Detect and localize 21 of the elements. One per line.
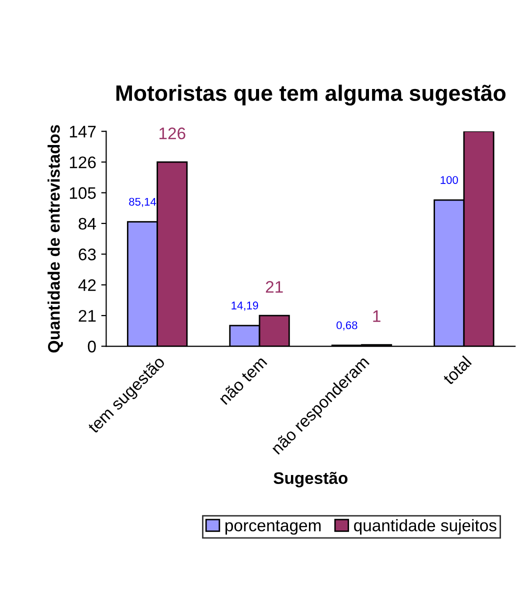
data-label: 85,14 — [129, 198, 156, 208]
data-label: 0,68 — [336, 321, 358, 330]
data-label: 21 — [266, 281, 283, 293]
y-axis-title: Quantidade de entrevistados — [48, 125, 63, 352]
data-label: 126 — [160, 128, 186, 140]
data-label: 14,19 — [232, 302, 258, 311]
y-tick-label: 63 — [78, 248, 96, 260]
y-tick-label: 105 — [70, 187, 96, 199]
y-tick-label: 147 — [70, 126, 96, 138]
data-label: 1 — [373, 310, 380, 322]
y-tick-label: 126 — [70, 156, 96, 168]
legend-label: porcentagem — [225, 520, 321, 535]
y-tick-label: 0 — [88, 340, 96, 352]
y-tick-label: 21 — [78, 310, 96, 322]
legend-label: quantidade sujeitos — [354, 519, 496, 535]
chart-title: Motoristas que tem alguma sugestão — [116, 84, 506, 106]
data-label: 100 — [440, 176, 458, 184]
x-tick-label: não tem — [218, 355, 268, 406]
y-tick-label: 84 — [78, 218, 96, 230]
x-axis-title: Sugestão — [274, 472, 348, 488]
y-tick-label: 42 — [78, 279, 96, 291]
